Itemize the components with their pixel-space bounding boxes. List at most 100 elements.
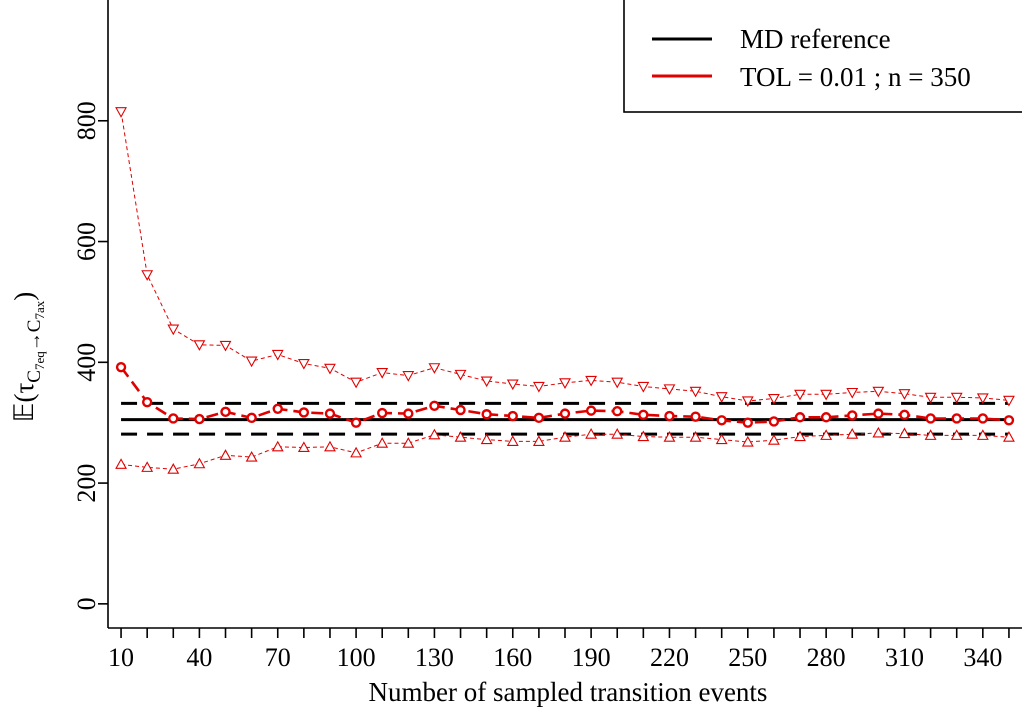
lower-bound-line <box>121 432 1009 470</box>
mean-estimate-point <box>638 409 649 421</box>
lower-bound-point <box>794 430 806 442</box>
mean-estimate-point <box>951 413 962 424</box>
x-tick-label: 310 <box>885 643 924 672</box>
upper-bound-point <box>924 392 937 404</box>
mean-estimate-point <box>664 410 675 422</box>
y-tick-label: 400 <box>72 343 101 382</box>
axes: 10 40 70 100 130 160 190 220 250 280 310 340 0 200 40… <box>72 0 1022 672</box>
upper-bound-point <box>715 392 728 403</box>
lower-bound-point <box>820 429 833 440</box>
mean-estimate-point <box>925 413 936 424</box>
mean-estimate-point <box>377 407 388 419</box>
lower-bound-point <box>402 437 415 448</box>
lower-bound-point <box>663 431 676 442</box>
mean-estimate-point <box>272 403 283 415</box>
mean-estimate-point <box>168 413 179 424</box>
mean-estimate-point <box>324 408 336 419</box>
upper-bound-point <box>976 393 989 405</box>
mean-estimate-point <box>507 410 518 422</box>
legend: MD reference TOL = 0.01 ; n = 350 <box>623 0 1022 113</box>
x-tick-label: 160 <box>493 643 532 672</box>
lower-bound-point <box>559 431 571 442</box>
mean-estimate-point <box>115 361 127 373</box>
legend-box <box>623 0 1022 113</box>
lower-bound-point <box>480 433 493 445</box>
upper-bound-point <box>297 358 310 370</box>
mean-estimate-point <box>429 400 440 411</box>
upper-bound-point <box>167 324 180 336</box>
mean-estimate-point <box>612 406 623 417</box>
mean-estimate-point <box>559 408 571 419</box>
upper-bound-point <box>741 396 754 408</box>
lower-bound-point <box>767 434 780 445</box>
upper-bound-point <box>532 381 545 393</box>
upper-bound-point <box>1003 395 1015 407</box>
y-title-sub-to: C <box>24 320 45 333</box>
mean-estimate-point <box>742 417 753 428</box>
lower-bound-point <box>689 431 702 442</box>
upper-bound-point <box>428 363 441 374</box>
mean-estimate-point <box>690 411 701 422</box>
lower-bound-point <box>115 458 127 469</box>
lower-bound-point <box>350 446 363 458</box>
upper-bound-point <box>898 389 911 400</box>
mean-estimate-point <box>716 415 727 426</box>
lower-bound-point <box>271 440 284 452</box>
lower-bound-point <box>611 428 624 439</box>
y-title-suffix: ) <box>9 292 39 301</box>
mean-estimate-point <box>1003 415 1015 426</box>
mean-estimate-point <box>350 417 362 428</box>
x-tick-label: 10 <box>108 643 134 672</box>
mean-estimate-point <box>403 408 414 419</box>
y-tick-label: 200 <box>72 464 101 503</box>
lower-bound-point <box>324 440 336 452</box>
lower-bound-point <box>297 441 310 453</box>
lower-bound-point <box>428 428 441 440</box>
upper-bound-point <box>245 356 258 368</box>
lower-bound-point <box>167 463 180 474</box>
x-tick-label: 40 <box>186 643 212 672</box>
lower-bound-point <box>715 433 728 445</box>
upper-bound-point <box>846 387 859 399</box>
y-ticks: 0 200 400 600 800 <box>72 101 108 610</box>
lower-bound-point <box>950 429 963 440</box>
lower-bound-point <box>245 450 258 462</box>
y-title-sub-from-idx: 7eq <box>32 351 47 370</box>
upper-bound-point <box>324 363 336 375</box>
upper-bound-point <box>271 349 284 361</box>
mean-estimate-point <box>455 404 466 416</box>
upper-bound-point <box>950 392 963 404</box>
lower-bound-point <box>193 457 206 469</box>
lower-bound-point <box>585 428 598 439</box>
lower-bound-point <box>1003 431 1015 442</box>
lower-bound-point <box>532 435 545 446</box>
mean-estimate-point <box>246 412 257 424</box>
mean-estimate-point <box>298 407 310 418</box>
lower-bound-point <box>898 427 911 439</box>
lower-bound-point <box>506 435 519 446</box>
lower-bound-point <box>219 449 232 460</box>
upper-bound-point <box>559 378 571 389</box>
upper-bound-point <box>663 384 676 396</box>
lower-bound-point <box>846 428 859 439</box>
upper-bound-point <box>611 377 624 389</box>
x-tick-label: 130 <box>415 643 454 672</box>
upper-bound-point <box>637 381 650 393</box>
upper-bound-point <box>506 379 519 391</box>
upper-bound-point <box>454 369 467 381</box>
mean-estimate-point <box>899 409 910 421</box>
x-tick-label: 250 <box>728 643 767 672</box>
x-tick-label: 190 <box>572 643 611 672</box>
mean-estimate-point <box>533 412 545 424</box>
mean-estimate-point <box>194 413 205 425</box>
mean-estimate-point <box>820 412 832 423</box>
upper-bound-point <box>193 340 206 351</box>
y-tick-label: 800 <box>72 101 101 140</box>
lower-bound-point <box>454 431 467 442</box>
upper-bound-point <box>794 389 806 401</box>
x-tick-label: 340 <box>963 643 1002 672</box>
y-title-arrow: → <box>24 332 45 351</box>
y-title-sub-to-idx: 7ax <box>32 300 47 319</box>
mean-estimate-point <box>977 413 989 424</box>
legend-label-md: MD reference <box>740 24 891 54</box>
